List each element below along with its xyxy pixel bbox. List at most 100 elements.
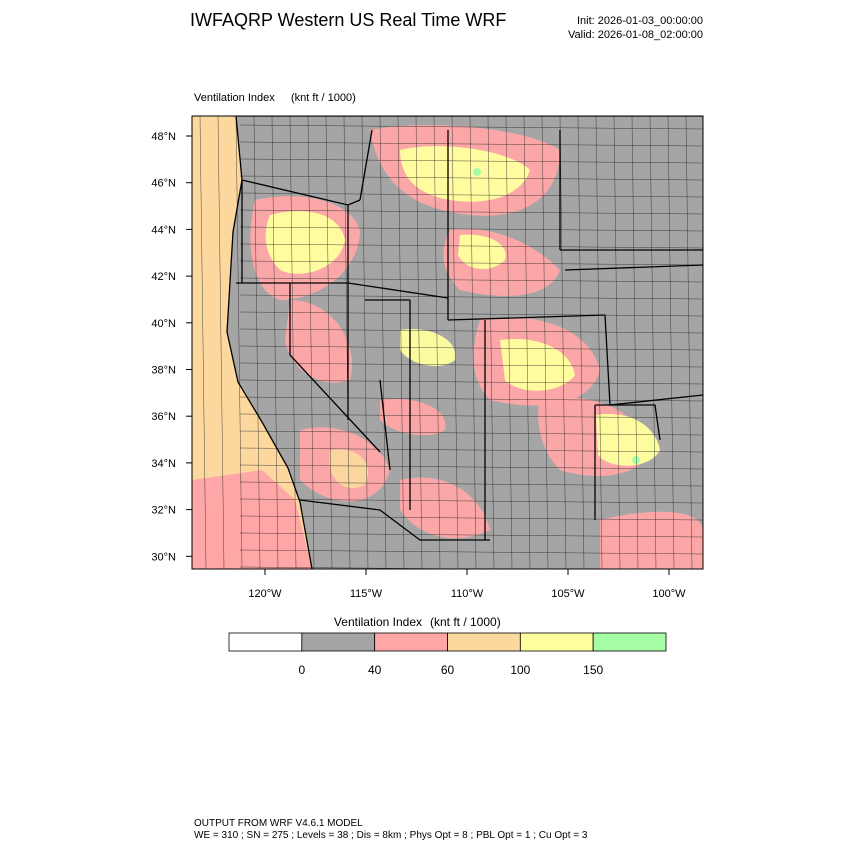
colorbar-label: 100 xyxy=(510,663,530,677)
index-area xyxy=(500,339,575,391)
lon-label: 105°W xyxy=(551,588,585,600)
county-line xyxy=(239,396,703,402)
county-line xyxy=(595,116,603,569)
colorbar-label: 60 xyxy=(441,663,455,677)
county-line xyxy=(325,116,333,569)
county-line xyxy=(239,447,703,453)
lat-label: 30°N xyxy=(151,551,176,563)
colorbar-box xyxy=(519,632,594,652)
init-time: Init: 2026-01-03_00:00:00 xyxy=(577,15,703,27)
lon-label: 110°W xyxy=(451,588,484,600)
state-border xyxy=(595,404,661,441)
map-units: (knt ft / 1000) xyxy=(291,92,356,104)
county-line xyxy=(631,116,639,569)
county-line xyxy=(239,141,703,147)
county-line xyxy=(361,116,369,569)
county-line xyxy=(379,116,387,569)
map-variable: Ventilation Index xyxy=(194,92,275,104)
colorbar: 0 40 60 100 150 xyxy=(228,632,667,677)
county-line xyxy=(253,116,261,569)
lat-label: 46°N xyxy=(151,178,176,190)
county-line xyxy=(239,209,703,215)
colorbar-box xyxy=(447,632,521,652)
county-line xyxy=(239,345,703,351)
colorbar-label: 0 xyxy=(298,663,305,677)
county-line xyxy=(199,116,207,569)
county-line xyxy=(487,116,495,569)
index-area xyxy=(285,300,352,383)
county-line xyxy=(271,116,279,569)
county-line xyxy=(433,116,441,569)
county-line xyxy=(239,464,703,470)
index-area xyxy=(458,234,506,270)
colorbar-box xyxy=(374,632,448,652)
county-line xyxy=(343,116,351,569)
colorbar-label: 150 xyxy=(583,663,603,677)
index-area xyxy=(400,146,530,202)
county-line xyxy=(415,116,423,569)
county-line xyxy=(523,116,531,569)
county-line xyxy=(239,158,703,164)
index-area xyxy=(632,456,640,464)
county-line xyxy=(239,328,703,334)
county-line xyxy=(685,116,693,569)
ocean xyxy=(192,116,312,569)
county-line xyxy=(577,116,585,569)
lat-label: 36°N xyxy=(151,411,176,423)
county-line xyxy=(239,532,703,538)
state-border xyxy=(299,499,490,541)
index-area xyxy=(265,211,345,274)
county-line xyxy=(397,116,405,569)
county-line xyxy=(239,379,703,385)
county-line xyxy=(649,116,657,569)
county-line xyxy=(239,549,703,555)
state-border xyxy=(289,283,381,453)
lon-label: 100°W xyxy=(652,588,686,600)
county-line xyxy=(667,116,675,569)
county-line xyxy=(451,116,459,569)
county-line xyxy=(239,226,703,232)
county-line xyxy=(239,260,703,266)
state-border xyxy=(359,129,373,201)
valid-time: Valid: 2026-01-08_02:00:00 xyxy=(568,29,703,41)
footer-line: WE = 310 ; SN = 275 ; Levels = 38 ; Dis … xyxy=(194,830,588,841)
lat-label: 40°N xyxy=(151,318,176,330)
state-border xyxy=(447,314,606,321)
index-area xyxy=(473,168,481,176)
county-line xyxy=(239,311,703,317)
county-line xyxy=(239,430,703,436)
colorbar-box xyxy=(228,632,303,652)
county-line xyxy=(239,362,703,368)
county-line xyxy=(239,175,703,181)
title: IWFAQRP Western US Real Time WRF xyxy=(190,10,506,30)
county-line xyxy=(239,124,703,130)
index-area xyxy=(400,477,490,539)
index-area xyxy=(600,511,703,569)
county-line xyxy=(239,413,703,419)
state-border xyxy=(564,264,703,271)
county-line xyxy=(469,116,477,569)
colorbar-box xyxy=(592,632,667,652)
county-line xyxy=(559,116,567,569)
county-line xyxy=(239,481,703,487)
map-frame xyxy=(191,115,704,570)
coastline xyxy=(226,116,313,569)
county-line xyxy=(505,116,513,569)
county-line xyxy=(239,294,703,300)
county-line xyxy=(239,192,703,198)
lat-label: 32°N xyxy=(151,505,176,517)
county-line xyxy=(541,116,549,569)
county-line xyxy=(613,116,621,569)
lat-label: 42°N xyxy=(151,271,176,283)
lat-label: 34°N xyxy=(151,458,176,470)
county-line xyxy=(239,566,495,569)
county-line xyxy=(239,277,703,283)
colorbar-label: 40 xyxy=(368,663,382,677)
county-line xyxy=(217,116,225,569)
map xyxy=(192,116,703,569)
colorbar-box xyxy=(301,632,376,652)
county-line xyxy=(239,515,703,521)
colorbar-variable: Ventilation Index xyxy=(334,615,422,629)
county-line xyxy=(307,116,315,569)
